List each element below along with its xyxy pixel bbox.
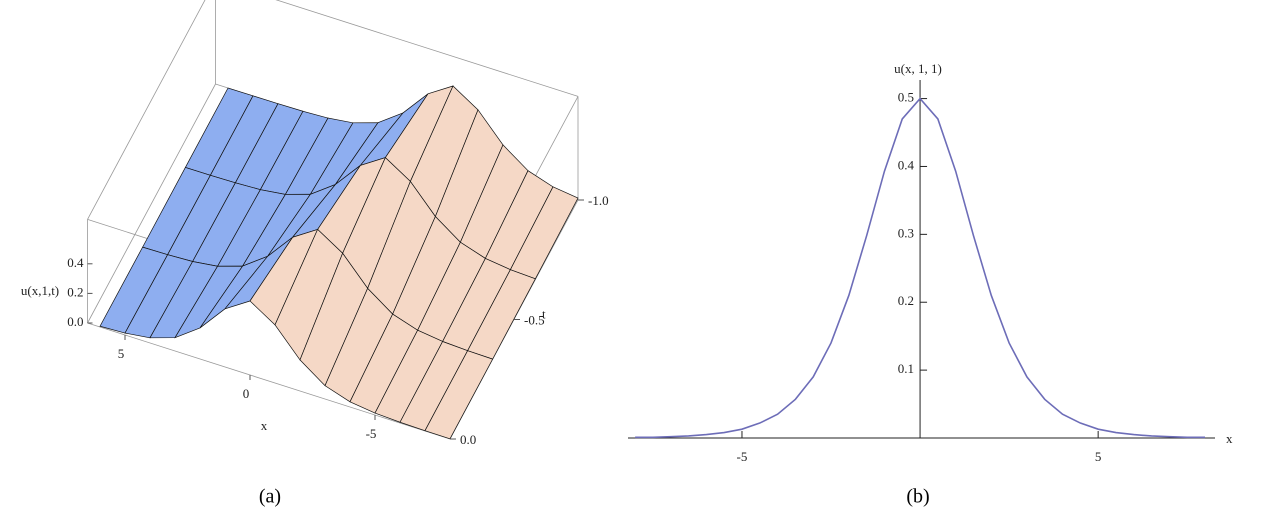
y-tick-label: 0.4 <box>898 157 915 172</box>
y-tick-label: 0.2 <box>898 293 914 308</box>
x-tick-label: -5 <box>737 449 748 464</box>
x-axis-label: x <box>261 418 268 433</box>
z-tick-label: 0.0 <box>67 314 83 329</box>
z-tick-label: 0.2 <box>67 284 83 299</box>
x-tick-label: 5 <box>118 346 125 361</box>
t-tick-label: -0.5 <box>524 312 545 327</box>
y-axis-label: u(x, 1, 1) <box>894 61 942 76</box>
t-tick-label: 0.0 <box>460 432 476 447</box>
box-edge <box>275 0 579 97</box>
box-edge <box>87 0 206 220</box>
z-axis-label: u(x,1,t) <box>21 283 59 298</box>
x-tick-label: 5 <box>1095 449 1102 464</box>
z-tick-label: 0.4 <box>67 255 84 270</box>
box-edge <box>87 83 216 324</box>
x-tick-label: 0 <box>243 386 250 401</box>
line <box>635 97 1205 439</box>
t-tick-label: -1.0 <box>588 193 609 208</box>
x-tick-label: -5 <box>366 426 377 441</box>
y-tick-label: 0.3 <box>898 225 914 240</box>
surface-patch <box>424 350 494 440</box>
t-axis-label: t <box>542 306 546 321</box>
y-tick-label: 0.1 <box>898 361 914 376</box>
y-tick-label: 0.5 <box>898 90 914 105</box>
x-axis-label: x <box>1226 431 1233 446</box>
box-edge <box>87 322 451 440</box>
caption: (b) <box>906 486 929 508</box>
caption: (a) <box>259 486 281 508</box>
